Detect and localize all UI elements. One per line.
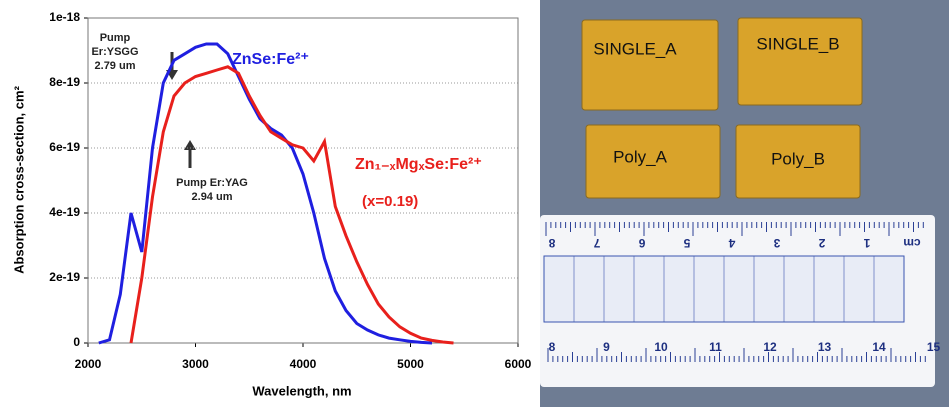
ruler-number: 5 <box>683 236 690 250</box>
ruler-number: 14 <box>872 340 886 354</box>
legend-label: Zn₁₋ₓMgₓSe:Fe²⁺ <box>355 156 482 173</box>
ruler-number: 9 <box>603 340 610 354</box>
annotation: 2.79 um <box>95 60 136 72</box>
plot-frame <box>87 17 519 344</box>
ruler-number: 2 <box>818 236 825 250</box>
crystal <box>585 124 721 199</box>
ruler-number: 1 <box>863 236 870 250</box>
ruler-number: 7 <box>593 236 600 250</box>
y-tick-label: 6e-19 <box>49 140 80 154</box>
ruler-number: 12 <box>763 340 777 354</box>
ruler-number: 3 <box>773 236 780 250</box>
crystal-label: SINGLE_A <box>593 39 677 58</box>
crystal-label: Poly_A <box>613 147 668 166</box>
ruler-number: 13 <box>818 340 832 354</box>
annotation: Pump <box>100 32 131 44</box>
crystal-label: SINGLE_B <box>756 34 839 53</box>
ruler-number: 15 <box>927 340 941 354</box>
ruler-number: 6 <box>638 236 645 250</box>
chart: Wavelength, nm Absorption cross-section,… <box>11 10 532 398</box>
annotation: 2.94 um <box>192 191 233 203</box>
ruler-number: 10 <box>654 340 668 354</box>
annotation: (x=0.19) <box>362 193 418 210</box>
x-tick-label: 4000 <box>290 357 317 371</box>
crystal <box>735 124 861 199</box>
x-tick-label: 5000 <box>397 357 424 371</box>
data-line <box>129 65 454 345</box>
legend-label: ZnSe:Fe²⁺ <box>232 51 309 68</box>
ruler-number: 4 <box>728 236 735 250</box>
y-axis-title: Absorption cross-section, cm² <box>11 85 26 273</box>
ruler-number: 8 <box>549 340 556 354</box>
ruler-number: 11 <box>709 340 722 354</box>
annotation: Er:YSGG <box>91 46 138 58</box>
crystal-label: Poly_B <box>771 149 825 168</box>
ruler-number: cm <box>903 236 920 250</box>
crystal <box>581 19 719 111</box>
y-tick-label: 2e-19 <box>49 270 80 284</box>
x-tick-label: 6000 <box>505 357 532 371</box>
y-tick-label: 4e-19 <box>49 205 80 219</box>
x-axis-title: Wavelength, nm <box>252 383 351 398</box>
y-tick-label: 0 <box>73 335 80 349</box>
y-tick-label: 1e-18 <box>49 10 80 24</box>
ruler-number: 8 <box>548 236 555 250</box>
annotation: Pump Er:YAG <box>176 177 248 189</box>
x-tick-label: 2000 <box>75 357 102 371</box>
x-tick-label: 3000 <box>182 357 209 371</box>
crystal <box>737 17 863 106</box>
y-tick-label: 8e-19 <box>49 75 80 89</box>
